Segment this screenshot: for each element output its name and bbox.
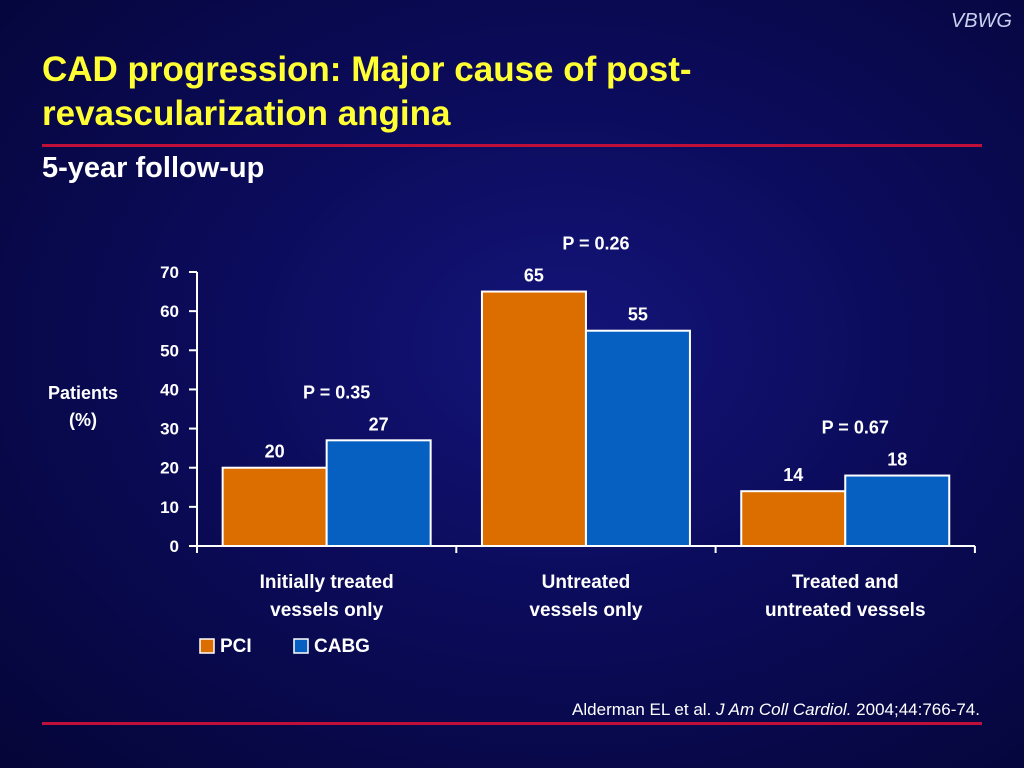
- data-label: 20: [265, 442, 285, 462]
- data-label: 14: [783, 465, 803, 485]
- y-axis-label: (%): [69, 410, 97, 430]
- brand-logo: VBWG: [950, 10, 1012, 32]
- bar-pci: [480, 290, 587, 548]
- legend-label-pci: PCI: [220, 636, 252, 657]
- legend-swatch-cabg: [293, 638, 309, 654]
- y-tick-label: 0: [170, 537, 179, 556]
- data-label: 65: [524, 266, 544, 286]
- p-value-annotation: P = 0.67: [822, 418, 889, 438]
- category-label: vessels only: [529, 600, 642, 621]
- y-tick-label: 60: [160, 302, 179, 321]
- legend-label-cabg: CABG: [314, 636, 370, 657]
- citation-details: 2004;44:766-74.: [856, 700, 980, 719]
- y-tick-label: 40: [160, 380, 179, 399]
- y-tick-label: 30: [160, 420, 179, 439]
- category-label: Treated and: [792, 572, 899, 593]
- p-value-annotation: P = 0.35: [303, 382, 370, 402]
- p-value-annotation: P = 0.26: [562, 234, 629, 254]
- bar-cabg: [325, 439, 432, 548]
- slide-subtitle: 5-year follow-up: [42, 152, 265, 184]
- bar-cabg: [844, 474, 951, 547]
- bar-pci: [740, 490, 847, 548]
- category-label: untreated vessels: [765, 600, 926, 621]
- data-label: 18: [887, 450, 907, 470]
- y-axis-label: Patients: [48, 383, 118, 403]
- citation-authors: Alderman EL et al.: [572, 700, 712, 719]
- y-tick-label: 50: [160, 341, 179, 360]
- y-tick-label: 10: [160, 498, 179, 517]
- category-label: vessels only: [270, 600, 383, 621]
- y-tick-label: 70: [160, 263, 179, 282]
- category-label: Initially treated: [260, 572, 394, 593]
- data-label: 55: [628, 305, 648, 325]
- y-tick-label: 20: [160, 459, 179, 478]
- bar-pci: [221, 466, 328, 548]
- legend-swatch-pci: [199, 638, 215, 654]
- citation: Alderman EL et al. J Am Coll Cardiol. 20…: [572, 700, 980, 720]
- citation-journal: J Am Coll Cardiol.: [716, 700, 852, 719]
- slide-title: CAD progression: Major cause of post-rev…: [42, 50, 692, 133]
- bar-cabg: [584, 329, 691, 548]
- footer-divider: [42, 722, 982, 725]
- title-divider: [42, 144, 982, 147]
- data-label: 27: [369, 414, 389, 434]
- category-label: Untreated: [542, 572, 631, 593]
